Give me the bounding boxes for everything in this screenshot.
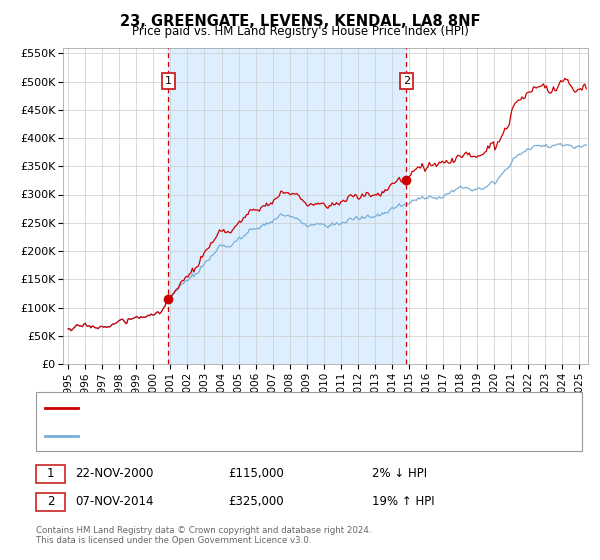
- Text: HPI: Average price, detached house, Westmorland and Furness: HPI: Average price, detached house, West…: [84, 431, 428, 441]
- Text: This data is licensed under the Open Government Licence v3.0.: This data is licensed under the Open Gov…: [36, 536, 311, 545]
- Text: 07-NOV-2014: 07-NOV-2014: [75, 494, 154, 508]
- Text: Contains HM Land Registry data © Crown copyright and database right 2024.: Contains HM Land Registry data © Crown c…: [36, 526, 371, 535]
- Text: 2% ↓ HPI: 2% ↓ HPI: [372, 466, 427, 480]
- Text: £325,000: £325,000: [228, 494, 284, 508]
- Text: 2: 2: [403, 76, 410, 86]
- Text: Price paid vs. HM Land Registry's House Price Index (HPI): Price paid vs. HM Land Registry's House …: [131, 25, 469, 38]
- Text: 1: 1: [47, 466, 54, 480]
- Text: 22-NOV-2000: 22-NOV-2000: [75, 466, 154, 480]
- Text: 2: 2: [47, 494, 54, 508]
- Bar: [169, 48, 406, 364]
- Text: £115,000: £115,000: [228, 466, 284, 480]
- Text: 23, GREENGATE, LEVENS, KENDAL, LA8 8NF (detached house): 23, GREENGATE, LEVENS, KENDAL, LA8 8NF (…: [84, 403, 424, 413]
- Text: 1: 1: [165, 76, 172, 86]
- Text: 19% ↑ HPI: 19% ↑ HPI: [372, 494, 434, 508]
- Text: 23, GREENGATE, LEVENS, KENDAL, LA8 8NF: 23, GREENGATE, LEVENS, KENDAL, LA8 8NF: [120, 14, 480, 29]
